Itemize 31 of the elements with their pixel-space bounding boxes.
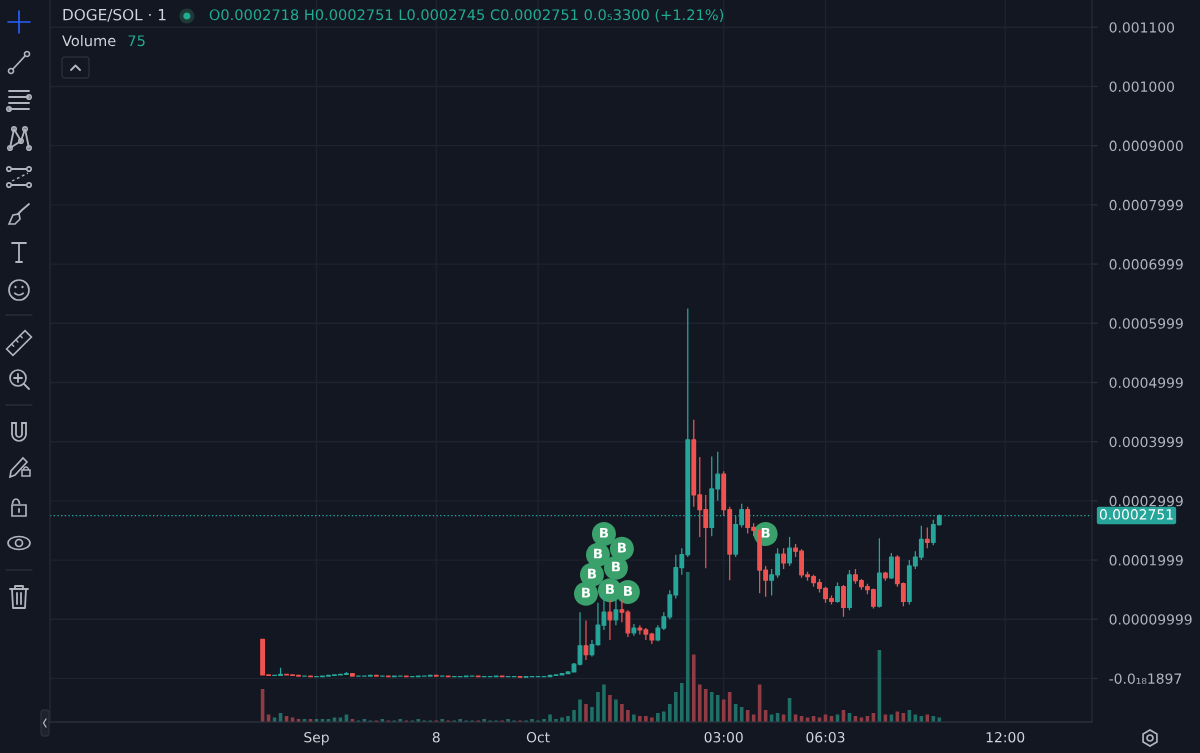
data-label: B [612,561,621,572]
y-tick-label: 0.0004999 [1109,377,1183,388]
y-tick-label: 0.0002999 [1109,495,1183,507]
x-tick-label: 12:00 [986,731,1025,743]
data-label: B [624,586,632,596]
chart-title: DOGE/SOL · 1 [63,8,166,22]
y-tick-label: -0.0₁₈1897 [1109,673,1182,684]
y-tick-label: 0.001000 [1109,81,1175,92]
y-tick-label: 0.0009000 [1109,140,1183,152]
data-label: B [588,568,597,579]
data-label: B [606,584,615,594]
data-label: B [618,542,626,553]
x-tick-label: 06:03 [806,731,845,743]
y-tick-label: 0.001100 [1109,22,1175,33]
data-label: B [594,548,603,559]
x-tick-label: Sep [304,731,329,746]
y-tick-label: 0.0007999 [1109,199,1183,211]
ref-line-label: 0.0002751 [1099,509,1173,520]
data-label: B [582,587,591,598]
annotation: Volume [62,34,116,47]
x-tick-label: 03:00 [704,731,743,743]
y-tick-label: 0.0005999 [1109,318,1183,329]
data-label: B [600,528,609,538]
text: O0.0002718 H0.0002751 L0.0002745 C0.0002751 0.0₅3300 (+1.21%) [209,8,724,22]
y-tick-label: 0.00009999 [1109,614,1192,625]
x-tick-label: Oct [526,731,550,743]
y-tick-label: 0.0003999 [1109,436,1183,448]
annotation: 75 [128,35,145,47]
x-tick-label: 8 [432,731,440,743]
y-tick-label: 0.0006999 [1109,259,1183,270]
y-tick-label: 0.0001999 [1109,555,1183,566]
